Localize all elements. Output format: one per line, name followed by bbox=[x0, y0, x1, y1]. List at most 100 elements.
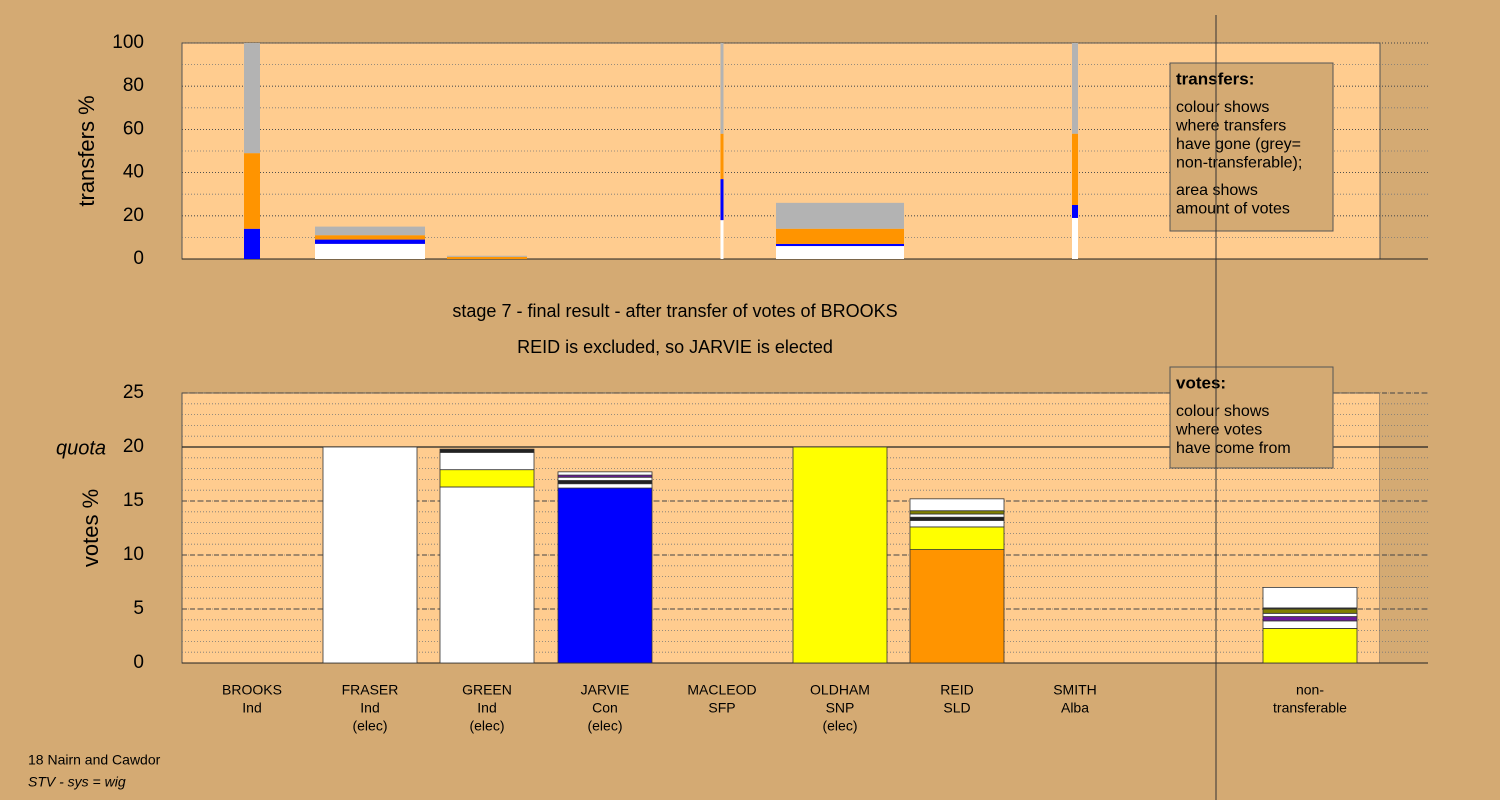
bar-segment bbox=[557, 487, 653, 664]
y-tick-label: 20 bbox=[123, 205, 144, 226]
bar-segment bbox=[1072, 205, 1078, 218]
bar-segment bbox=[720, 220, 724, 259]
bar-segment bbox=[315, 235, 425, 240]
x-tick-label: Ind bbox=[360, 700, 379, 716]
x-tick-label: SFP bbox=[708, 700, 735, 716]
y-tick-label: 5 bbox=[133, 598, 144, 619]
bar-segment bbox=[244, 228, 260, 259]
legend-title: votes: bbox=[1176, 373, 1226, 392]
x-tick-label: FRASER bbox=[342, 682, 399, 698]
bar-segment bbox=[909, 520, 1005, 528]
legend: transfers: colour shows where transfershav… bbox=[1169, 62, 1334, 232]
x-tick-label: (elec) bbox=[469, 718, 504, 734]
x-tick-label: (elec) bbox=[822, 718, 857, 734]
x-tick-label: (elec) bbox=[352, 718, 387, 734]
bar-segment bbox=[720, 133, 724, 180]
bar-segment bbox=[315, 226, 425, 236]
bar-segment bbox=[322, 446, 418, 664]
bar-segment bbox=[439, 486, 535, 664]
x-tick-label: BROOKS bbox=[222, 682, 282, 698]
y-tick-label: 40 bbox=[123, 162, 144, 183]
x-tick-label: Ind bbox=[242, 700, 261, 716]
footer-system: STV - sys = wig bbox=[28, 774, 126, 790]
bar-segment bbox=[439, 451, 535, 471]
x-tick-label: SMITH bbox=[1053, 682, 1097, 698]
legend-line: have gone (grey= bbox=[1176, 136, 1301, 153]
x-tick-label: Alba bbox=[1061, 700, 1089, 716]
legend-line: where transfers bbox=[1175, 118, 1286, 135]
x-tick-label: (elec) bbox=[587, 718, 622, 734]
y-tick-label: 60 bbox=[123, 118, 144, 139]
bar-segment bbox=[447, 255, 527, 257]
bar-segment bbox=[776, 243, 904, 247]
footer-area: 18 Nairn and Cawdor bbox=[28, 752, 161, 768]
bar-segment bbox=[792, 446, 888, 664]
bar-segment bbox=[909, 510, 1005, 515]
y-tick-label: 0 bbox=[133, 248, 144, 269]
bar-segment bbox=[909, 549, 1005, 664]
x-tick-label: SNP bbox=[826, 700, 855, 716]
y-axis-label: votes % bbox=[78, 489, 103, 567]
y-tick-label: 15 bbox=[123, 490, 144, 511]
x-tick-label: transferable bbox=[1273, 700, 1347, 716]
y-axis-label: transfers % bbox=[74, 95, 99, 206]
legend-box bbox=[1169, 62, 1334, 232]
bar-segment bbox=[776, 202, 904, 229]
bar-segment bbox=[909, 513, 1005, 518]
bar-segment bbox=[1072, 133, 1078, 205]
x-tick-label: REID bbox=[940, 682, 973, 698]
bar-segment bbox=[244, 43, 260, 154]
y-tick-label: 20 bbox=[123, 436, 144, 457]
bar-segment bbox=[557, 483, 653, 489]
y-tick-label: 10 bbox=[123, 544, 144, 565]
x-tick-label: SLD bbox=[943, 700, 970, 716]
bar-segment bbox=[439, 448, 535, 453]
title: stage 7 - final result - after transfer … bbox=[452, 301, 897, 321]
subtitle: REID is excluded, so JARVIE is elected bbox=[517, 337, 833, 357]
y-tick-label: 80 bbox=[123, 75, 144, 96]
shade bbox=[1380, 393, 1428, 663]
bar-segment bbox=[909, 526, 1005, 550]
legend-line: have come from bbox=[1176, 440, 1291, 457]
bar-segment bbox=[1262, 620, 1358, 629]
bar-segment bbox=[244, 153, 260, 229]
bar-segment bbox=[557, 471, 653, 476]
x-tick-label: Con bbox=[592, 700, 618, 716]
bar-segment bbox=[439, 469, 535, 488]
legend-line: where votes bbox=[1175, 422, 1262, 439]
bar-segment bbox=[1262, 616, 1358, 622]
bar-segment bbox=[315, 243, 425, 259]
bar-segment bbox=[557, 476, 653, 481]
bar-segment bbox=[447, 256, 527, 259]
bar-segment bbox=[557, 480, 653, 485]
bar-segment bbox=[720, 43, 724, 134]
legend-line: non-transferable); bbox=[1176, 155, 1302, 172]
bar-segment bbox=[1072, 43, 1078, 134]
bar-segment bbox=[909, 498, 1005, 512]
quota-label: quota bbox=[56, 437, 106, 459]
legend-box bbox=[1169, 366, 1334, 469]
legend-line: area shows bbox=[1176, 182, 1258, 199]
bar-segment bbox=[1262, 612, 1358, 617]
y-tick-label: 0 bbox=[133, 652, 144, 673]
x-tick-label: GREEN bbox=[462, 682, 512, 698]
bar-segment bbox=[1262, 587, 1358, 609]
legend-line: colour shows bbox=[1176, 403, 1269, 420]
bar-segment bbox=[315, 239, 425, 244]
bar-segment bbox=[1262, 608, 1358, 614]
bar-segment bbox=[1072, 217, 1078, 259]
x-tick-label: OLDHAM bbox=[810, 682, 870, 698]
legend-line: amount of votes bbox=[1176, 201, 1290, 218]
legend-line: colour shows bbox=[1176, 99, 1269, 116]
bar-segment bbox=[720, 179, 724, 221]
x-tick-label: non- bbox=[1296, 682, 1324, 698]
x-tick-label: MACLEOD bbox=[687, 682, 756, 698]
y-tick-label: 25 bbox=[123, 382, 144, 403]
bar-segment bbox=[776, 228, 904, 244]
bar-segment bbox=[776, 246, 904, 259]
bar-segment bbox=[1262, 628, 1358, 664]
x-tick-label: JARVIE bbox=[581, 682, 630, 698]
